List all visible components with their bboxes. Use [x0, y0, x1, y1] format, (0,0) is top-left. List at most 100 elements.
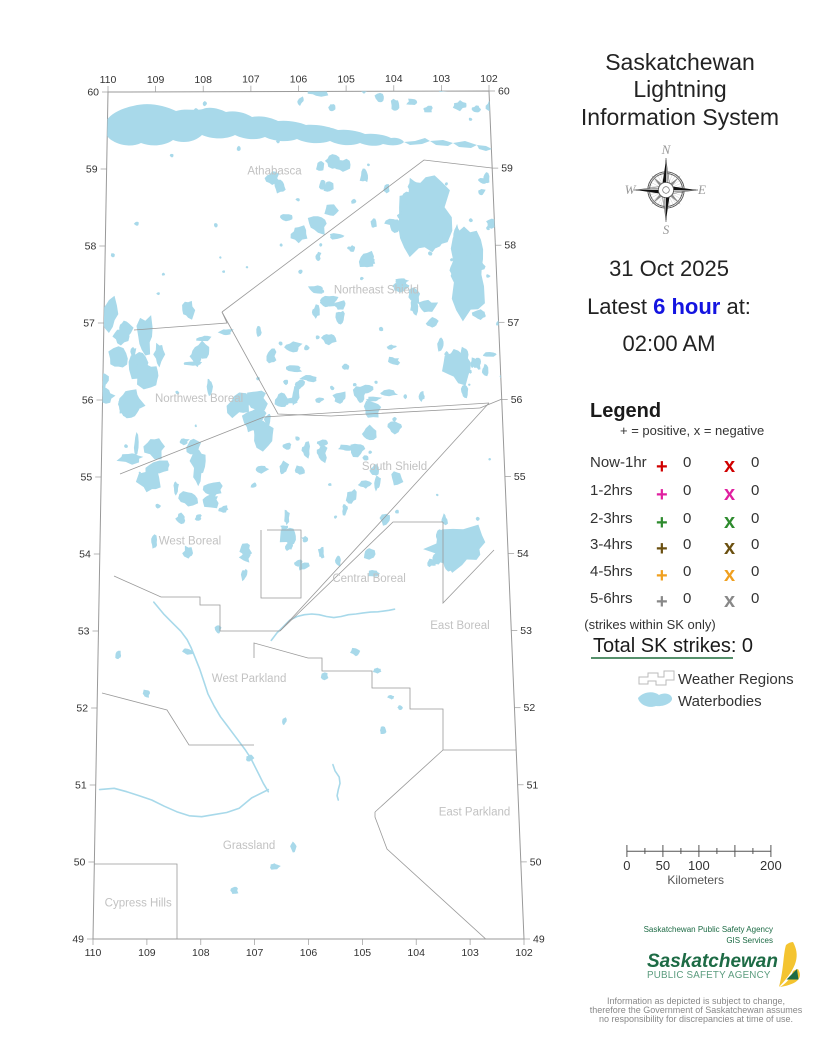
svg-text:0: 0 [751, 563, 759, 580]
svg-text:+: + [656, 538, 668, 560]
svg-text:x: x [724, 537, 735, 559]
svg-text:110: 110 [100, 74, 117, 86]
svg-text:109: 109 [138, 947, 156, 959]
svg-text:54: 54 [79, 549, 91, 561]
svg-text:x: x [724, 511, 735, 533]
svg-text:55: 55 [514, 471, 526, 483]
svg-text:Saskatchewan Public Safety Age: Saskatchewan Public Safety Agency [644, 925, 773, 934]
svg-text:5-6hrs: 5-6hrs [590, 590, 633, 607]
svg-text:109: 109 [147, 74, 165, 86]
svg-text:no responsibility for discrepa: no responsibility for discrepancies at t… [599, 1014, 793, 1024]
svg-text:60: 60 [87, 87, 99, 99]
svg-text:0: 0 [751, 590, 759, 607]
svg-text:59: 59 [501, 163, 513, 175]
svg-text:East Parkland: East Parkland [439, 807, 511, 819]
svg-text:50: 50 [530, 856, 542, 868]
svg-text:0: 0 [683, 510, 691, 527]
svg-text:3-4hrs: 3-4hrs [590, 536, 633, 553]
svg-text:0: 0 [683, 590, 691, 607]
svg-text:57: 57 [83, 318, 95, 330]
svg-text:Northwest Boreal: Northwest Boreal [155, 393, 243, 405]
svg-text:105: 105 [354, 947, 372, 959]
svg-text:103: 103 [461, 947, 479, 959]
svg-text:0: 0 [623, 858, 630, 873]
svg-text:+: + [656, 512, 668, 534]
svg-text:Grassland: Grassland [223, 840, 275, 852]
svg-text:107: 107 [246, 947, 264, 959]
svg-text:0: 0 [683, 454, 691, 471]
svg-text:53: 53 [78, 626, 90, 638]
svg-text:102: 102 [515, 947, 533, 959]
svg-text:200: 200 [760, 858, 782, 873]
svg-text:107: 107 [242, 74, 260, 86]
svg-text:56: 56 [511, 394, 523, 406]
svg-text:55: 55 [81, 472, 93, 484]
svg-text:103: 103 [433, 73, 451, 85]
svg-text:50: 50 [656, 858, 670, 873]
svg-text:Cypress Hills: Cypress Hills [105, 897, 172, 909]
svg-text:x: x [724, 455, 735, 477]
svg-text:+: + [656, 591, 668, 613]
svg-text:S: S [663, 222, 670, 237]
svg-text:Waterbodies: Waterbodies [678, 693, 762, 710]
svg-text:Latest 6 hour at:: Latest 6 hour at: [587, 294, 751, 319]
svg-text:Athabasca: Athabasca [247, 166, 302, 178]
svg-text:PUBLIC SAFETY AGENCY: PUBLIC SAFETY AGENCY [647, 970, 771, 981]
svg-text:+ = positive, x = negative: + = positive, x = negative [620, 423, 764, 438]
svg-text:49: 49 [72, 934, 84, 946]
svg-text:53: 53 [520, 625, 532, 637]
svg-text:108: 108 [194, 74, 212, 86]
svg-text:31 Oct 2025: 31 Oct 2025 [609, 256, 729, 281]
svg-text:0: 0 [683, 563, 691, 580]
svg-text:106: 106 [300, 947, 318, 959]
svg-text:51: 51 [75, 780, 87, 792]
svg-text:x: x [724, 590, 735, 612]
svg-text:+: + [656, 484, 668, 506]
svg-text:59: 59 [86, 164, 98, 176]
svg-text:0: 0 [751, 536, 759, 553]
svg-text:108: 108 [192, 947, 210, 959]
svg-text:N: N [661, 142, 672, 157]
svg-text:54: 54 [517, 548, 529, 560]
svg-text:49: 49 [533, 934, 545, 946]
svg-text:0: 0 [683, 536, 691, 553]
svg-text:GIS Services: GIS Services [726, 936, 773, 945]
svg-text:56: 56 [82, 395, 94, 407]
svg-text:+: + [656, 565, 668, 587]
svg-text:x: x [724, 564, 735, 586]
svg-text:Lightning: Lightning [633, 76, 726, 102]
svg-text:0: 0 [683, 482, 691, 499]
svg-text:West Parkland: West Parkland [212, 673, 287, 685]
svg-text:(strikes within SK only): (strikes within SK only) [584, 617, 715, 632]
svg-text:102: 102 [480, 73, 498, 85]
svg-text:Now-1hr: Now-1hr [590, 454, 647, 471]
svg-text:1-2hrs: 1-2hrs [590, 482, 633, 499]
svg-text:106: 106 [290, 74, 308, 86]
svg-text:110: 110 [85, 947, 102, 959]
svg-text:0: 0 [751, 510, 759, 527]
svg-text:Northeast Shield: Northeast Shield [334, 285, 419, 297]
svg-text:4-5hrs: 4-5hrs [590, 563, 633, 580]
svg-text:100: 100 [688, 858, 710, 873]
svg-text:W: W [625, 182, 637, 197]
svg-text:Legend: Legend [590, 400, 661, 422]
svg-text:E: E [697, 182, 706, 197]
svg-text:East Boreal: East Boreal [430, 620, 489, 632]
svg-text:104: 104 [407, 947, 425, 959]
svg-text:02:00 AM: 02:00 AM [623, 331, 716, 356]
svg-text:58: 58 [85, 241, 97, 253]
svg-text:104: 104 [385, 73, 403, 85]
svg-text:West Boreal: West Boreal [159, 536, 221, 548]
svg-text:105: 105 [337, 73, 355, 85]
svg-text:Total SK strikes: 0: Total SK strikes: 0 [593, 635, 753, 657]
svg-text:South Shield: South Shield [362, 461, 427, 473]
svg-text:2-3hrs: 2-3hrs [590, 510, 633, 527]
svg-text:57: 57 [508, 317, 520, 329]
svg-text:50: 50 [74, 857, 86, 869]
svg-text:52: 52 [76, 703, 88, 715]
svg-text:52: 52 [524, 702, 536, 714]
svg-text:0: 0 [751, 454, 759, 471]
svg-text:Information System: Information System [581, 104, 779, 130]
svg-text:Kilometers: Kilometers [667, 873, 724, 887]
svg-text:58: 58 [504, 240, 516, 252]
